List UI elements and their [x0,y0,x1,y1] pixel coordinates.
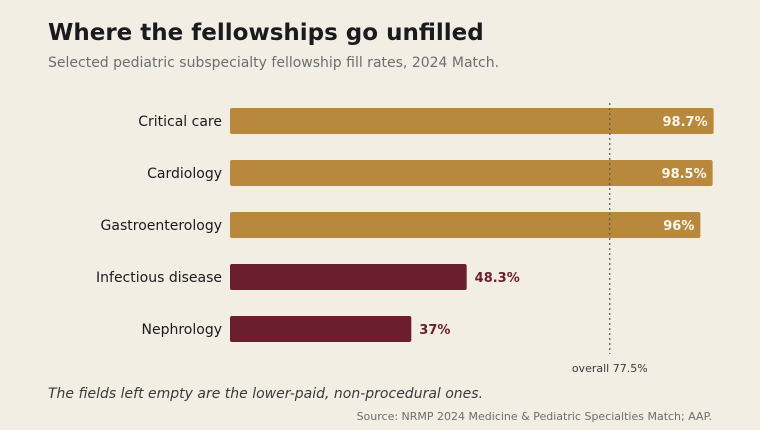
category-label: Critical care [138,114,222,130]
chart-subtitle: Selected pediatric subspecialty fellowsh… [48,55,500,71]
value-label: 96% [663,219,694,234]
value-label: 98.5% [662,167,707,182]
category-label: Gastroenterology [101,218,222,234]
chart-footnote: The fields left empty are the lower-paid… [48,386,484,402]
bar [230,264,467,290]
category-label: Cardiology [147,166,222,182]
bar [230,316,412,342]
chart-title: Where the fellowships go unfilled [48,20,484,46]
value-label: 37% [419,323,450,338]
value-label: 98.7% [663,115,708,130]
category-label: Nephrology [142,322,223,338]
value-label: 48.3% [475,271,520,286]
bar [230,108,714,134]
bar [230,212,701,238]
bar [230,160,713,186]
reference-line-label: overall 77.5% [572,362,648,375]
category-label: Infectious disease [96,270,222,286]
chart-source: Source: NRMP 2024 Medicine & Pediatric S… [356,410,712,423]
